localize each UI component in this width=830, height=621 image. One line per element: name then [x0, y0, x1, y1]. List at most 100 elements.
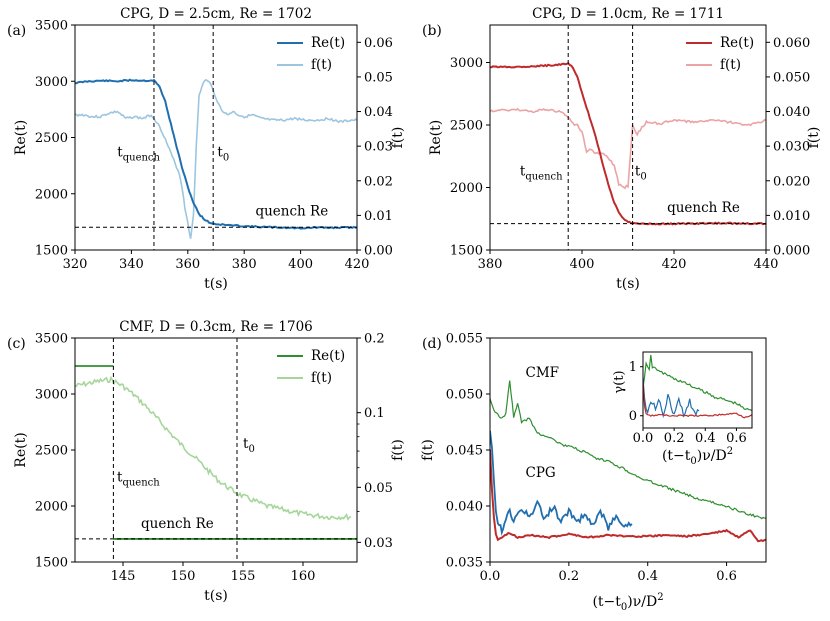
y-tick-label: 0.035: [446, 556, 483, 571]
inset-plot-area: [643, 354, 752, 419]
y-tick-label: 2500: [450, 119, 483, 134]
y-tick-label: 3500: [35, 332, 68, 347]
y2-axis-label: f(t): [806, 127, 822, 149]
y2-tick-label: 0.060: [773, 36, 810, 51]
y-tick-label: 2000: [35, 187, 68, 202]
y-tick-label: 0.050: [446, 388, 483, 403]
y-tick-label: 3000: [35, 75, 68, 90]
y-tick-label: 1500: [35, 556, 68, 571]
x-tick-label: 0.0: [480, 569, 501, 584]
x-axis-label: t(s): [204, 276, 228, 292]
inset-x-tick-label: 0.4: [695, 431, 716, 446]
x-axis-label: (t−t0)ν/D2: [592, 592, 663, 613]
x-tick-label: 320: [63, 257, 88, 272]
inset-y-tick-label: 1: [629, 360, 637, 375]
y-tick-label: 2000: [35, 500, 68, 515]
series-line-1: [490, 430, 633, 536]
x-tick-label: 420: [662, 257, 687, 272]
legend-label-re: Re(t): [720, 35, 754, 51]
x-axis-label: t(s): [204, 588, 228, 604]
inset-y-tick-label: 0: [629, 409, 637, 424]
y2-tick-label: 0.02: [364, 174, 393, 189]
plot-area: [490, 380, 766, 543]
y-axis-label: Re(t): [428, 120, 444, 155]
x-tick-label: 440: [754, 257, 779, 272]
legend-label-f: f(t): [311, 57, 332, 73]
y2-tick-label: 0.020: [773, 174, 810, 189]
x-axis-label: t(s): [616, 276, 640, 292]
vline-label: tquench: [520, 164, 563, 183]
inset-x-tick-label: 0.6: [726, 431, 747, 446]
series-annotation: CPG: [525, 465, 555, 481]
x-tick-label: 400: [570, 257, 595, 272]
y2-tick-label: 0.010: [773, 209, 810, 224]
vline-label: tquench: [117, 469, 160, 488]
y-tick-label: 3500: [35, 19, 68, 34]
panel-title: CPG, D = 1.0cm, Re = 1711: [532, 6, 724, 22]
vline-label: t0: [217, 145, 229, 164]
x-tick-label: 420: [345, 257, 370, 272]
y2-tick-label: 0.04: [364, 105, 393, 120]
vline-label: t0: [243, 436, 255, 455]
inset-x-axis-label: (t−t0)ν/D2: [662, 446, 733, 467]
y2-tick-label: 0.05: [364, 70, 393, 85]
y-tick-label: 1500: [35, 244, 68, 259]
panel-title: CMF, D = 0.3cm, Re = 1706: [119, 319, 313, 335]
y-axis-label: Re(t): [13, 432, 29, 467]
y2-tick-label: 0.00: [364, 244, 393, 259]
legend-label-re: Re(t): [311, 35, 345, 51]
y-tick-label: 2000: [450, 181, 483, 196]
panel-letter: (b): [422, 23, 442, 39]
series-f-line: [75, 375, 352, 521]
legend-label-f: f(t): [720, 57, 741, 73]
series-f-line: [490, 107, 766, 190]
inset-series-2: [643, 382, 752, 419]
y-tick-label: 3000: [450, 56, 483, 71]
y-tick-label: 0.045: [446, 444, 483, 459]
y2-tick-label: 0.000: [773, 244, 810, 259]
x-tick-label: 0.4: [637, 569, 658, 584]
y-tick-label: 2500: [35, 131, 68, 146]
legend-label-f: f(t): [311, 370, 332, 386]
inset-x-tick-label: 0.0: [633, 431, 654, 446]
panel-3: 0.0 0.2 0.4 0.6 0.035 0.040 0.045 0.050 0.055 CMF…: [420, 332, 767, 613]
panel-title: CPG, D = 2.5cm, Re = 1702: [120, 6, 312, 22]
plot-area: [75, 365, 357, 540]
x-tick-label: 380: [232, 257, 257, 272]
hline-label: quench Re: [141, 516, 214, 532]
inset-series-1: [643, 378, 700, 419]
series-line-2: [490, 449, 766, 543]
y-tick-label: 0.040: [446, 500, 483, 515]
inset-x-tick-label: 0.2: [664, 431, 685, 446]
y-tick-label: 1500: [450, 244, 483, 259]
y2-tick-label: 0.03: [364, 536, 393, 551]
y2-axis-label: f(t): [390, 127, 406, 149]
panel-letter: (a): [7, 23, 26, 39]
y-tick-label: 0.055: [446, 332, 483, 347]
y2-tick-label: 0.2: [364, 332, 385, 347]
x-tick-label: 380: [478, 257, 503, 272]
series-annotation: CMF: [525, 365, 559, 381]
hline-label: quench Re: [255, 204, 328, 220]
panel-letter: (d): [422, 336, 442, 352]
x-tick-label: 145: [111, 569, 136, 584]
series-re-line: [490, 62, 766, 226]
y-tick-label: 2500: [35, 444, 68, 459]
hline-label: quench Re: [667, 200, 740, 216]
y2-tick-label: 0.050: [773, 70, 810, 85]
y2-tick-label: 0.030: [773, 140, 810, 155]
x-tick-label: 400: [288, 257, 313, 272]
panel-2: tquench t0 quench Re 145 150 155 160 1500 2000 25…: [7, 319, 406, 604]
inset: 0.0 0.2 0.4 0.6 0 1 (t−t0)ν/D2 γ(t): [612, 351, 753, 467]
y2-tick-label: 0.1: [364, 406, 385, 421]
y2-tick-label: 0.03: [364, 140, 393, 155]
y-axis-label: Re(t): [13, 120, 29, 155]
y-axis-label: f(t): [420, 439, 436, 461]
inset-series-0: [643, 354, 752, 412]
x-tick-label: 340: [119, 257, 144, 272]
y2-axis-label: f(t): [390, 439, 406, 461]
x-tick-label: 150: [171, 569, 196, 584]
x-tick-label: 360: [175, 257, 200, 272]
x-tick-label: 155: [231, 569, 256, 584]
panel-0: tquench t0 quench Re 320 340 360 380 400 420 1500…: [7, 6, 406, 292]
